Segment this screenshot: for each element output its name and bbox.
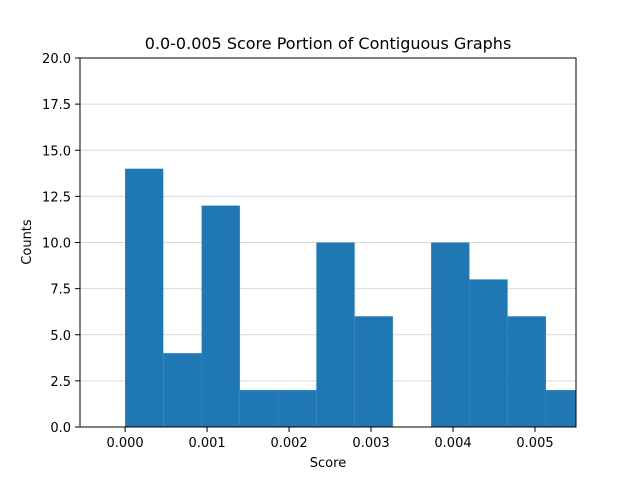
y-axis-ticks: 0.0 2.5 5.0 7.5 10.0 12.5 15.0 17.5 20.0: [42, 52, 80, 436]
y-axis-label: Counts: [20, 219, 35, 265]
x-tick-label-5: 0.005: [516, 436, 553, 451]
x-tick-label-1: 0.001: [188, 436, 225, 451]
histogram-bar-4: [278, 390, 317, 427]
y-tick-label-0: 0.0: [50, 421, 71, 436]
y-tick-label-7: 17.5: [42, 98, 71, 113]
histogram-bar-1: [163, 353, 202, 427]
x-tick-label-2: 0.002: [270, 436, 307, 451]
histogram-bar-10: [507, 316, 546, 427]
y-tick-label-1: 2.5: [50, 375, 71, 390]
y-tick-label-5: 12.5: [42, 190, 71, 205]
y-tick-label-2: 5.0: [50, 329, 71, 344]
histogram-bar-6: [354, 316, 393, 427]
x-axis-label: Score: [310, 456, 346, 471]
histogram-bar-11: [545, 390, 576, 427]
histogram-bar-3: [239, 390, 279, 427]
histogram-bar-9: [469, 279, 508, 427]
y-tick-label-4: 10.0: [42, 237, 71, 252]
x-axis-ticks: 0.000 0.001 0.002 0.003 0.004 0.005: [106, 427, 554, 451]
histogram-bar-5: [316, 242, 355, 427]
histogram-bar-0: [125, 168, 164, 427]
histogram-bar-8: [431, 242, 470, 427]
x-tick-label-4: 0.004: [434, 436, 471, 451]
y-tick-label-3: 7.5: [50, 283, 71, 298]
chart-title: 0.0-0.005 Score Portion of Contiguous Gr…: [145, 34, 512, 53]
y-tick-label-6: 15.0: [42, 144, 71, 159]
y-tick-label-8: 20.0: [42, 52, 71, 67]
histogram-bar-2: [201, 205, 240, 427]
x-tick-label-3: 0.003: [352, 436, 389, 451]
histogram-bars: [125, 168, 576, 427]
x-tick-label-0: 0.000: [106, 436, 143, 451]
